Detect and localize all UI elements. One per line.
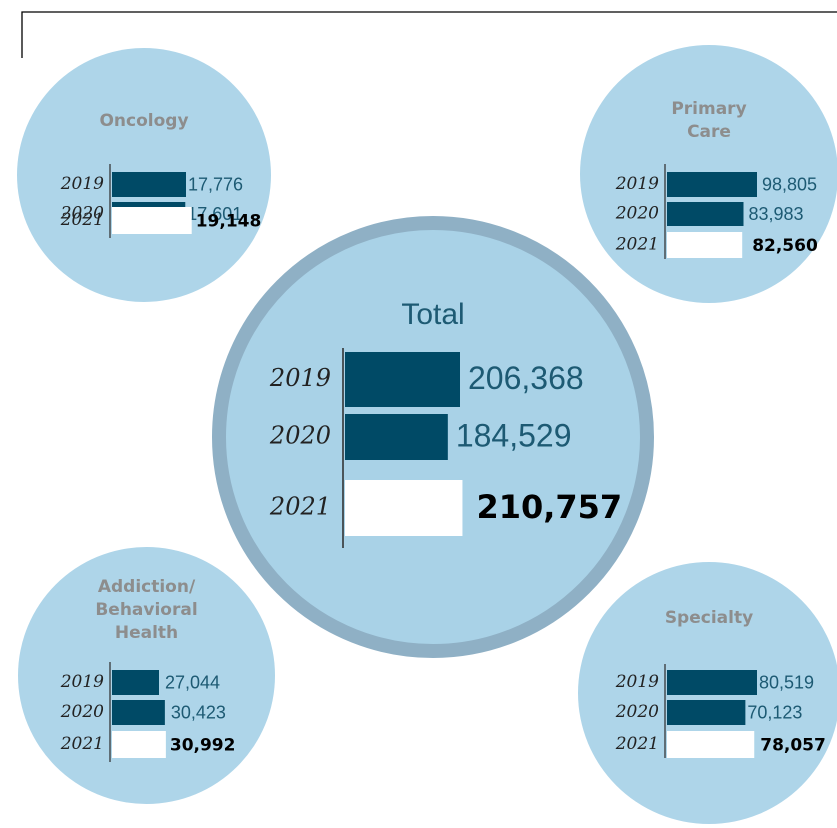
- addiction-value-label-2021: 30,992: [170, 736, 236, 756]
- primary-care-bar-2021: [667, 232, 743, 258]
- oncology-title: Oncology: [99, 111, 189, 131]
- addiction-year-label-2021: 2021: [60, 734, 104, 754]
- oncology-year-label-2020: 2020: [60, 204, 104, 224]
- primary-care-value-label-2020: 83,983: [748, 204, 803, 224]
- specialty-value-label-2021: 78,057: [760, 736, 826, 756]
- total-value-label-2020: 184,529: [456, 417, 572, 453]
- specialty-bar-2021: [667, 731, 755, 758]
- total-bar-2020: [345, 414, 448, 460]
- primary-care-value-label-2019: 98,805: [762, 174, 817, 194]
- primary-care-bar-2019: [667, 172, 757, 197]
- primary-care-year-label-2020: 2020: [615, 204, 659, 224]
- specialty-bar-2019: [667, 670, 757, 695]
- primary-care-value-label-2021: 82,560: [752, 236, 818, 256]
- primary-care-circle: Primary Care: [580, 45, 837, 303]
- primary-care-bar-2020: [667, 202, 744, 226]
- total-value-label-2019: 206,368: [468, 360, 584, 396]
- specialty-value-label-2019: 80,519: [759, 672, 814, 692]
- addiction-year-label-2019: 2019: [60, 672, 104, 692]
- primary-care-title-line1: Primary: [671, 99, 747, 119]
- total-year-label-2021: 2021: [269, 493, 331, 521]
- oncology-value-label-2019: 17,776: [188, 174, 243, 194]
- oncology-year-label-2019: 2019: [60, 174, 104, 194]
- addiction-title-line3: Health: [114, 623, 179, 643]
- total-bar-2021: [345, 480, 463, 536]
- total-year-label-2020: 2020: [269, 422, 331, 450]
- addiction-value-label-2020: 30,423: [171, 702, 226, 722]
- total-value-label-2021: 210,757: [476, 488, 622, 526]
- primary-care-title: Primary Care: [580, 98, 837, 144]
- total-bar-2019: [345, 352, 460, 407]
- addiction-bar-2020: [112, 700, 165, 725]
- addiction-title: Addiction/ Behavioral Health: [18, 576, 275, 645]
- total-year-label-2019: 2019: [269, 364, 331, 392]
- addiction-title-line1: Addiction/: [97, 577, 196, 597]
- primary-care-year-label-2021: 2021: [615, 235, 659, 255]
- primary-care-title-line2: Care: [687, 122, 731, 142]
- specialty-value-label-2020: 70,123: [747, 702, 802, 722]
- specialty-bar-2020: [667, 700, 746, 725]
- specialty-year-label-2020: 2020: [615, 702, 659, 722]
- addiction-bar-2021: [112, 731, 166, 758]
- oncology-value-label-2020: 17,601: [187, 204, 242, 224]
- oncology-value-label-2021: 19,148: [196, 212, 262, 232]
- oncology-bar-2021: [112, 207, 192, 234]
- addiction-year-label-2020: 2020: [60, 702, 104, 722]
- addiction-bar-2019: [112, 670, 159, 695]
- addiction-title-line2: Behavioral: [95, 600, 198, 620]
- total-title: Total: [401, 298, 465, 331]
- specialty-title: Specialty: [664, 608, 754, 628]
- primary-care-year-label-2019: 2019: [615, 174, 659, 194]
- addiction-value-label-2019: 27,044: [165, 672, 220, 692]
- specialty-year-label-2021: 2021: [615, 734, 659, 754]
- oncology-year-label-2021: 2021: [60, 210, 104, 230]
- specialty-year-label-2019: 2019: [615, 672, 659, 692]
- oncology-bar-2019: [112, 172, 186, 197]
